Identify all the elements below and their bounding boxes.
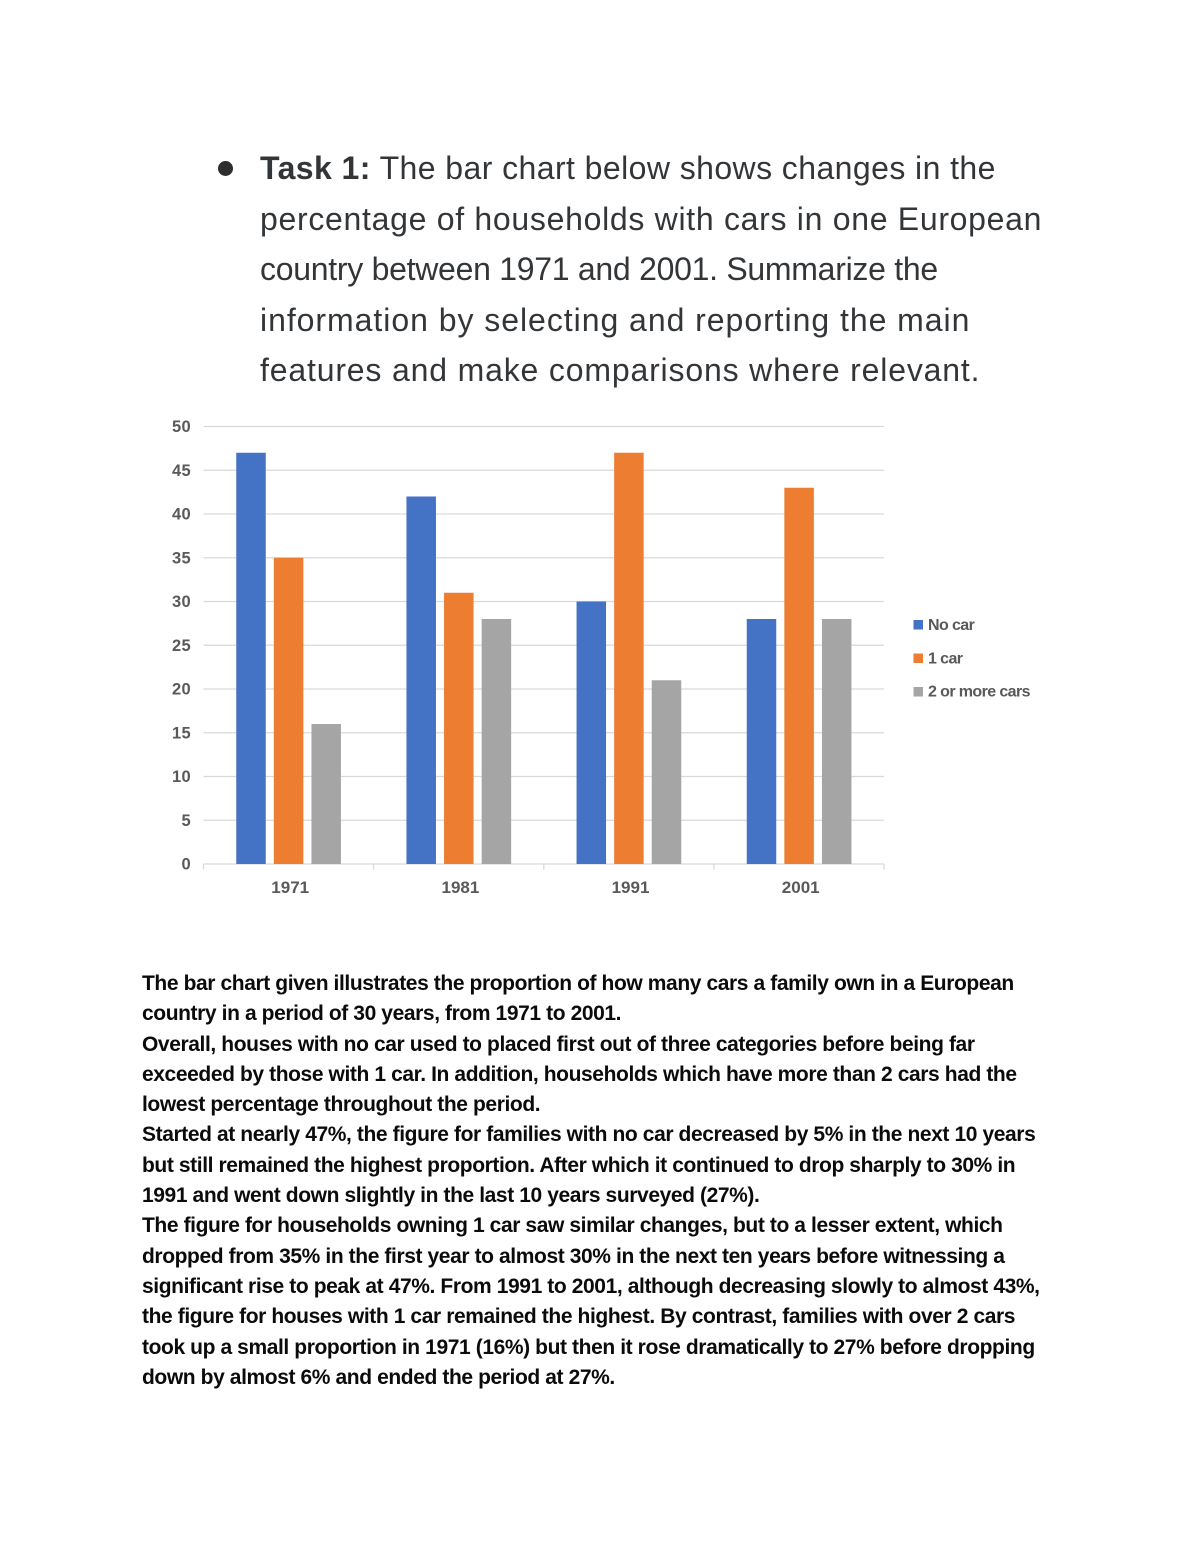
svg-text:No car: No car bbox=[928, 617, 975, 634]
svg-text:1971: 1971 bbox=[271, 878, 309, 897]
svg-text:2001: 2001 bbox=[782, 878, 820, 897]
svg-text:1981: 1981 bbox=[441, 878, 479, 897]
svg-text:40: 40 bbox=[172, 506, 191, 524]
svg-text:25: 25 bbox=[172, 637, 191, 655]
svg-text:15: 15 bbox=[172, 724, 191, 742]
svg-text:30: 30 bbox=[172, 593, 191, 611]
svg-text:10: 10 bbox=[172, 768, 191, 786]
svg-text:45: 45 bbox=[172, 462, 191, 480]
svg-text:1 car: 1 car bbox=[928, 650, 963, 667]
svg-text:5: 5 bbox=[182, 812, 191, 830]
svg-text:20: 20 bbox=[172, 681, 191, 699]
svg-text:50: 50 bbox=[172, 418, 191, 436]
svg-text:2 or more cars: 2 or more cars bbox=[928, 684, 1031, 701]
svg-text:1991: 1991 bbox=[612, 878, 650, 897]
svg-text:0: 0 bbox=[182, 856, 191, 874]
svg-text:35: 35 bbox=[172, 549, 191, 567]
